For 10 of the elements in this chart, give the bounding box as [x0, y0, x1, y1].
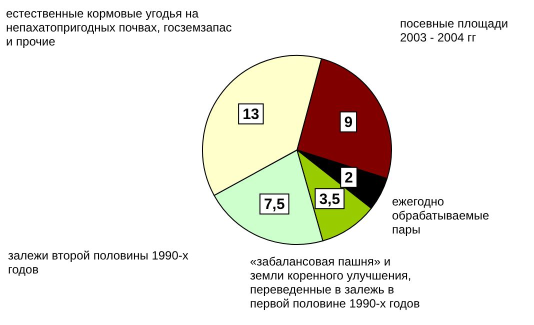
data-label: 2: [344, 170, 353, 187]
data-label: 13: [242, 106, 260, 123]
slice-label: ежегодно обрабатываемые пары: [392, 194, 490, 236]
data-label: 9: [344, 114, 353, 131]
data-label: 7,5: [264, 196, 285, 214]
slice-label: посевные площади 2003 - 2004 гг: [400, 16, 508, 44]
data-label: 3,5: [319, 190, 340, 208]
slice-label: естественные кормовые угодья на непахатопригодных почвах, госземзапас и прочие: [6, 6, 232, 48]
slice-label: «забалансовая пашня» и земли коренного улучшения, переведенные в залежь в первой половине 1990-х годов: [250, 254, 420, 310]
slice-label: залежи второй половины 1990-х годов: [8, 248, 188, 276]
